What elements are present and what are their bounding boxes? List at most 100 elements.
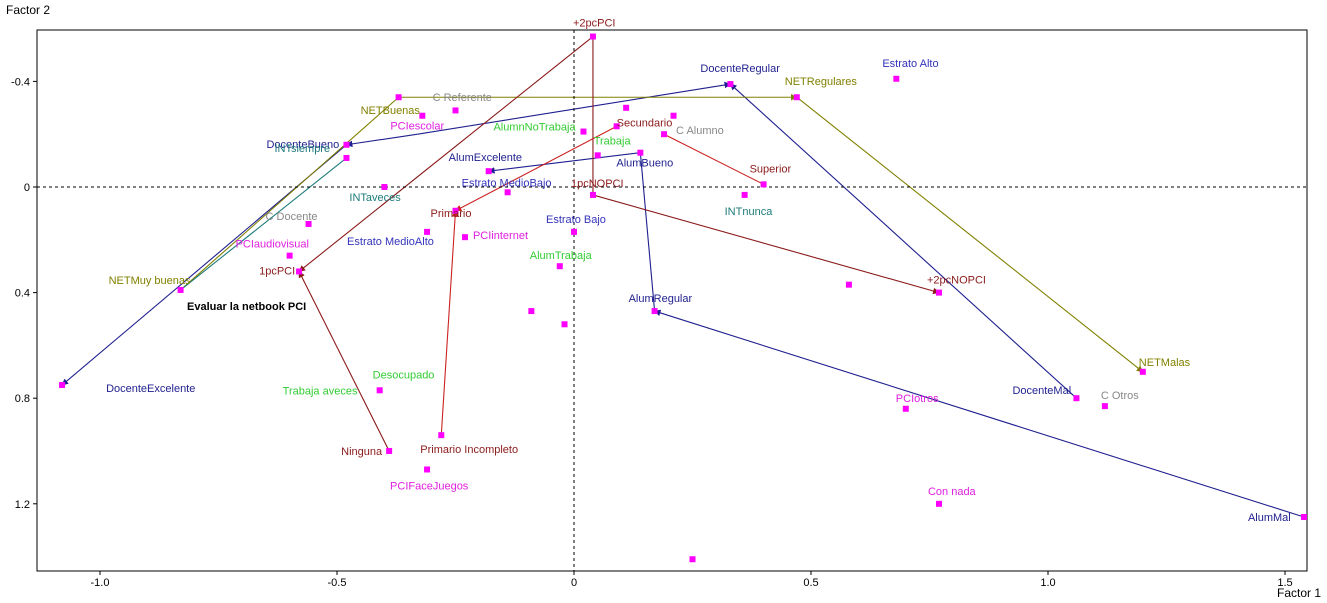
data-point — [589, 191, 596, 198]
x-axis-label: Factor 1 — [1276, 586, 1321, 600]
data-point — [571, 228, 577, 235]
data-point — [528, 308, 535, 315]
point-label: INTnunca — [725, 206, 774, 218]
path-pc — [592, 194, 940, 295]
data-point — [504, 189, 511, 196]
data-point — [661, 131, 668, 138]
path-int — [180, 157, 347, 291]
data-point — [461, 234, 468, 241]
path-alumno — [653, 309, 1305, 518]
data-point — [623, 104, 630, 111]
point-label: 1pcPCI — [259, 265, 295, 277]
y-axis-label: Factor 2 — [6, 3, 51, 17]
data-point — [452, 107, 459, 114]
point-label: Secundario — [617, 117, 673, 129]
data-point — [561, 321, 568, 328]
point-label: AlumTrabaja — [530, 250, 593, 262]
data-point — [177, 286, 184, 293]
data-point — [637, 149, 644, 156]
point-label: PCIinternet — [473, 230, 528, 242]
x-tick-label: 1.0 — [1040, 577, 1055, 589]
path-net — [180, 96, 399, 291]
x-tick-label: -1.0 — [91, 577, 110, 589]
data-point — [793, 94, 800, 101]
data-point — [296, 268, 303, 275]
data-point — [305, 220, 312, 227]
y-tick-label: 0.8 — [15, 393, 30, 405]
data-point — [376, 387, 383, 394]
point-label: Estrato MedioBajo — [462, 177, 552, 189]
path-alumno — [639, 152, 656, 312]
data-point — [1101, 403, 1108, 410]
point-label: AlumnNoTrabaja — [493, 122, 576, 134]
point-label: Trabaja — [594, 135, 632, 147]
reference-lines — [37, 30, 1307, 571]
point-label: +2pcNOPCI — [927, 275, 986, 287]
point-label: PCIaudiovisual — [236, 239, 309, 251]
point-label: INTaveces — [349, 192, 401, 204]
data-point — [59, 382, 66, 388]
point-label: Con nada — [928, 486, 977, 498]
data-point — [580, 128, 587, 135]
data-point — [689, 556, 696, 563]
point-label: Primario Incompleto — [420, 444, 518, 456]
point-label: Estrato Alto — [882, 58, 938, 70]
path-pc — [298, 270, 390, 452]
data-point — [760, 181, 767, 188]
data-point — [845, 281, 852, 288]
point-label: DocenteMal — [1012, 385, 1071, 397]
path-pc — [298, 36, 594, 272]
data-point — [452, 207, 459, 214]
y-axis-ticks: -0.4 0 0.4 0.8 1.2 — [11, 76, 37, 511]
point-label: Superior — [750, 163, 792, 175]
point-label: NETMalas — [1139, 357, 1191, 369]
path-nivel — [663, 133, 764, 185]
point-label: C Otros — [1101, 390, 1139, 402]
point-label: Estrato Bajo — [546, 214, 606, 226]
y-tick-label: 0 — [24, 182, 30, 194]
point-label: Ninguna — [341, 446, 383, 458]
x-tick-label: -0.5 — [328, 577, 347, 589]
point-label: NETMuy buenas — [109, 275, 191, 287]
x-tick-label: 0.5 — [803, 577, 818, 589]
data-point — [343, 154, 350, 161]
data-point — [343, 141, 350, 148]
point-label: AlumExcelente — [449, 152, 522, 164]
point-label: AlumBueno — [616, 158, 673, 170]
data-point — [424, 466, 431, 473]
y-tick-label: -0.4 — [11, 76, 30, 88]
point-label: PCIescolar — [390, 121, 444, 133]
data-point — [670, 112, 677, 119]
point-label: AlumRegular — [629, 293, 693, 305]
data-point — [424, 228, 431, 235]
point-label: Estrato MedioAlto — [347, 236, 434, 248]
data-point — [556, 263, 563, 270]
plot-frame — [36, 29, 1308, 572]
y-tick-label: 1.2 — [15, 499, 30, 511]
path-net — [796, 96, 1144, 373]
data-point — [589, 33, 596, 40]
y-tick-label: 0.4 — [15, 288, 30, 300]
data-point — [935, 500, 942, 507]
data-point — [902, 405, 909, 412]
data-points — [59, 33, 1307, 563]
data-point — [395, 94, 402, 101]
data-point — [1073, 395, 1080, 402]
data-point — [1300, 514, 1307, 520]
path-docente — [729, 83, 1077, 399]
x-axis-ticks: -1.0 -0.5 0 0.5 1.0 1.5 — [91, 571, 1293, 589]
path-nivel — [440, 210, 459, 436]
point-label: NETRegulares — [785, 76, 858, 88]
point-label: AlumMal — [1248, 512, 1291, 524]
point-label: DocenteRegular — [700, 63, 780, 75]
point-label: DocenteBueno — [266, 139, 339, 151]
series-paths — [61, 36, 1305, 518]
data-labels: +2pcPCI DocenteRegular NETRegulares Estrato… — [106, 18, 1291, 524]
point-label: Trabaja aveces — [283, 385, 358, 397]
data-point — [386, 448, 393, 454]
point-label: PCIotros — [896, 393, 939, 405]
data-point — [485, 168, 492, 175]
data-point — [1139, 368, 1146, 375]
point-label: +2pcPCI — [573, 18, 616, 30]
x-tick-label: 1.5 — [1277, 577, 1292, 589]
